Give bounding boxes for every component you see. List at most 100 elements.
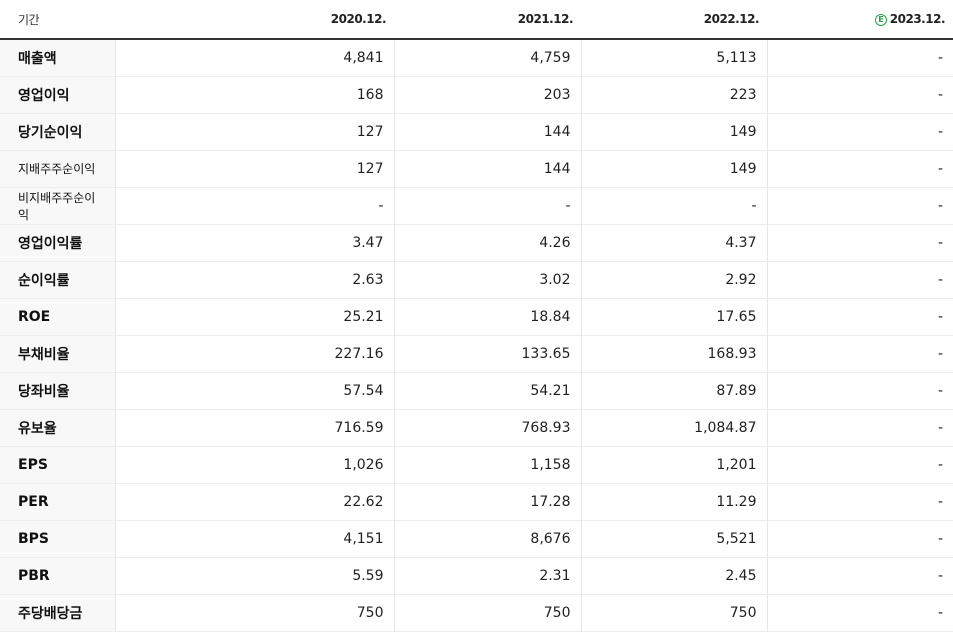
table-cell: - — [766, 39, 953, 77]
table-cell: - — [393, 187, 581, 225]
table-cell: 17.28 — [393, 483, 581, 521]
table-row: 비지배주주순이익 - - - - — [0, 187, 953, 225]
table-cell: 1,201 — [580, 445, 767, 484]
table-cell: 87.89 — [580, 372, 767, 410]
row-label: 비지배주주순이익 — [0, 187, 115, 225]
period-header-label: 기간 — [0, 0, 115, 40]
table-row: 영업이익 168 203 223- — [0, 76, 953, 114]
table-row: 영업이익률 3.47 4.26 4.37- — [0, 223, 953, 262]
table-cell: 4,759 — [393, 39, 581, 77]
table-cell: 144 — [393, 113, 581, 151]
table-cell: 1,158 — [393, 445, 581, 484]
table-cell: - — [766, 445, 953, 484]
table-cell: 5.59 — [114, 557, 394, 595]
table-cell: - — [580, 187, 767, 225]
period-header-2021: 2021.12. — [394, 0, 581, 40]
table-row: BPS 4,151 8,676 5,521- — [0, 520, 953, 558]
table-cell: 127 — [114, 150, 394, 188]
row-label: 당좌비율 — [0, 372, 115, 410]
table-cell: - — [766, 76, 953, 114]
table-row: PBR 5.59 2.31 2.45- — [0, 557, 953, 595]
table-cell: 2.92 — [580, 261, 767, 299]
row-label: 유보율 — [0, 409, 115, 447]
table-cell: 54.21 — [393, 372, 581, 410]
table-cell: - — [766, 150, 953, 188]
table-cell: - — [766, 223, 953, 262]
table-row: 지배주주순이익 127 144 149- — [0, 150, 953, 188]
table-cell: 17.65 — [580, 298, 767, 336]
table-cell: - — [766, 557, 953, 595]
table-cell: 18.84 — [393, 298, 581, 336]
row-label: 순이익률 — [0, 261, 115, 299]
table-cell: - — [766, 593, 953, 632]
table-cell: 22.62 — [114, 483, 394, 521]
table-cell: 750 — [580, 593, 767, 632]
table-cell: 8,676 — [393, 520, 581, 558]
row-label: 주당배당금 — [0, 593, 115, 632]
table-cell: - — [766, 372, 953, 410]
row-label: 영업이익 — [0, 76, 115, 114]
table-cell: - — [766, 483, 953, 521]
row-label: 부채비율 — [0, 334, 115, 373]
table-cell: 768.93 — [393, 409, 581, 447]
table-cell: 4,841 — [114, 39, 394, 77]
table-cell: 750 — [393, 593, 581, 632]
table-cell: 168.93 — [580, 334, 767, 373]
table-cell: - — [766, 113, 953, 151]
table-cell: 227.16 — [114, 334, 394, 373]
table-cell: 5,113 — [580, 39, 767, 77]
table-row: EPS 1,026 1,158 1,201- — [0, 445, 953, 484]
estimate-badge-icon: E — [874, 14, 887, 26]
table-cell: 2.31 — [393, 557, 581, 595]
row-label: BPS — [0, 520, 115, 558]
table-cell: 750 — [114, 593, 394, 632]
period-header-2023-label: 2023.12. — [889, 12, 946, 26]
row-label: PER — [0, 483, 115, 521]
period-header-2020: 2020.12. — [115, 0, 394, 40]
table-cell: 4.26 — [393, 223, 581, 262]
table-cell: 4.37 — [580, 223, 767, 262]
table-cell: 168 — [114, 76, 394, 114]
table-row: ROE 25.21 18.84 17.65- — [0, 298, 953, 336]
table-row: 당기순이익 127 144 149- — [0, 113, 953, 151]
table-cell: 149 — [580, 150, 767, 188]
table-cell: - — [766, 187, 953, 225]
table-cell: 3.02 — [393, 261, 581, 299]
row-label: 당기순이익 — [0, 113, 115, 151]
table-cell: 1,026 — [114, 445, 394, 484]
table-cell: - — [766, 409, 953, 447]
table-cell: 25.21 — [114, 298, 394, 336]
table-cell: 2.45 — [580, 557, 767, 595]
table-cell: 3.47 — [114, 223, 394, 262]
header-row: 기간 2020.12. 2021.12. 2022.12. E 2023.12. — [0, 0, 953, 40]
table-cell: 1,084.87 — [580, 409, 767, 447]
table-row: 매출액 4,841 4,759 5,113- — [0, 39, 953, 77]
row-label: 매출액 — [0, 39, 115, 77]
table-row: 주당배당금 750 750 750- — [0, 593, 953, 632]
table-cell: - — [766, 261, 953, 299]
table-cell: 149 — [580, 113, 767, 151]
table-cell: 223 — [580, 76, 767, 114]
table-cell: 57.54 — [114, 372, 394, 410]
table-cell: 2.63 — [114, 261, 394, 299]
table-cell: 203 — [393, 76, 581, 114]
table-cell: - — [766, 334, 953, 373]
table-cell: - — [114, 187, 394, 225]
row-label: EPS — [0, 445, 115, 484]
table-row: 당좌비율 57.54 54.21 87.89- — [0, 372, 953, 410]
period-header-2023-estimate: E 2023.12. — [767, 0, 953, 40]
table-cell: 5,521 — [580, 520, 767, 558]
table-cell: 716.59 — [114, 409, 394, 447]
row-label: PBR — [0, 557, 115, 595]
period-header-2022: 2022.12. — [581, 0, 767, 40]
table-cell: 11.29 — [580, 483, 767, 521]
table-cell: 127 — [114, 113, 394, 151]
table-cell: 4,151 — [114, 520, 394, 558]
table-cell: 144 — [393, 150, 581, 188]
row-label: ROE — [0, 298, 115, 336]
table-row: 유보율 716.59 768.93 1,084.87- — [0, 409, 953, 447]
table-cell: 133.65 — [393, 334, 581, 373]
table-row: PER 22.62 17.28 11.29- — [0, 483, 953, 521]
row-label: 영업이익률 — [0, 223, 115, 262]
